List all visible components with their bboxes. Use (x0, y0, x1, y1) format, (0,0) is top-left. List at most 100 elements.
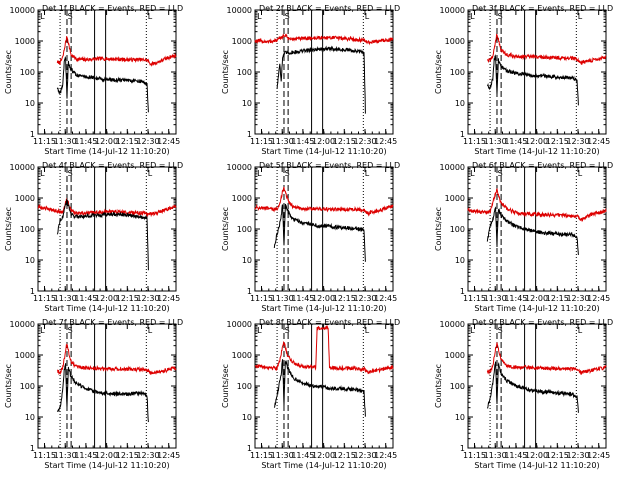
y-tick-label: 1 (247, 444, 252, 453)
x-tick-label: 11:45 (291, 137, 314, 146)
x-tick-label: 12:45 (157, 137, 180, 146)
plot-frame (254, 9, 394, 135)
marker-annotation: L (470, 12, 475, 21)
events-series-line (273, 359, 366, 417)
y-tick-label: 1 (247, 287, 252, 296)
x-tick-label: 12:15 (333, 137, 356, 146)
x-tick-label: 12:15 (116, 137, 139, 146)
y-tick-label: 10000 (227, 320, 252, 329)
x-axis-label: Start Time (14-Jul-12 11:10:20) (261, 147, 386, 156)
x-axis-label: Start Time (14-Jul-12 11:10:20) (44, 147, 169, 156)
marker-annotation: L (148, 326, 153, 335)
x-axis-label: Start Time (14-Jul-12 11:10:20) (474, 147, 599, 156)
x-tick-label: 12:15 (546, 137, 569, 146)
y-tick-label: 10000 (227, 163, 252, 172)
x-tick-label: 11:30 (271, 451, 294, 460)
x-tick-label: 12:45 (157, 451, 180, 460)
x-tick-label: 11:15 (250, 451, 273, 460)
x-axis-label: Start Time (14-Jul-12 11:10:20) (44, 304, 169, 313)
chart-panel: 1 10 100 1000 10000 11:1511:3011:4512:0012:15… (221, 318, 400, 470)
y-tick-label: 1000 (445, 194, 465, 203)
x-tick-label: 12:00 (95, 294, 118, 303)
marker-annotation: L (40, 12, 45, 21)
x-tick-label: 12:15 (116, 294, 139, 303)
chart-panel: 1 10 100 1000 10000 11:1511:3011:4512:0012:15… (434, 4, 613, 156)
marker-annotation: S (498, 326, 503, 335)
x-tick-label: 11:30 (484, 451, 507, 460)
x-tick-label: 12:45 (587, 451, 610, 460)
y-tick-label: 1 (460, 130, 465, 139)
y-axis-label: Counts/sec (221, 50, 230, 94)
marker-annotation: L (578, 326, 583, 335)
x-tick-label: 12:00 (312, 451, 335, 460)
y-tick-label: 10 (242, 99, 252, 108)
x-tick-label: 11:15 (463, 451, 486, 460)
chart-panel: 1 10 100 1000 10000 11:1511:3011:4512:0012:15… (434, 318, 613, 470)
x-tick-label: 12:00 (95, 137, 118, 146)
x-axis-label: Start Time (14-Jul-12 11:10:20) (44, 461, 169, 470)
x-tick-label: 11:45 (74, 137, 97, 146)
x-tick-label: 11:15 (250, 137, 273, 146)
y-axis-label: Counts/sec (221, 364, 230, 408)
x-tick-label: 11:15 (33, 451, 56, 460)
x-tick-label: 12:00 (525, 294, 548, 303)
x-tick-label: 11:15 (250, 294, 273, 303)
chart-panel: 1 10 100 1000 10000 11:1511:3011:4512:0012:15… (221, 4, 400, 156)
marker-annotation: S (68, 326, 73, 335)
x-tick-label: 11:15 (463, 137, 486, 146)
chart-title: Det 6f BLACK = Events, RED = LLD (472, 161, 613, 170)
y-axis-label: Counts/sec (434, 207, 443, 251)
chart-panel: 1 10 100 1000 10000 11:1511:3011:4512:0012:15… (4, 318, 183, 470)
x-tick-label: 11:45 (74, 451, 97, 460)
marker-annotation: S (68, 12, 73, 21)
chart-title: Det 1f BLACK = Events, RED = LLD (42, 4, 183, 13)
x-tick-label: 11:15 (33, 294, 56, 303)
plot-frame (37, 9, 177, 135)
x-tick-label: 12:00 (312, 137, 335, 146)
chart-panel: 1 10 100 1000 10000 11:1511:3011:4512:0012:15… (434, 161, 613, 313)
plot-frame (37, 323, 177, 449)
x-tick-label: 12:30 (353, 294, 376, 303)
plot-frame (467, 323, 607, 449)
y-tick-label: 100 (450, 382, 465, 391)
y-tick-label: 1000 (232, 351, 252, 360)
y-tick-label: 1 (30, 287, 35, 296)
y-tick-label: 100 (20, 382, 35, 391)
marker-annotation: L (257, 12, 262, 21)
lld-series-line (467, 187, 607, 223)
marker-annotation: L (365, 169, 370, 178)
y-tick-label: 1000 (15, 351, 35, 360)
x-tick-label: 12:30 (136, 294, 159, 303)
x-tick-label: 12:30 (566, 294, 589, 303)
y-tick-label: 1 (30, 130, 35, 139)
x-tick-label: 11:30 (54, 294, 77, 303)
y-tick-label: 1000 (445, 37, 465, 46)
chart-title: Det 4f BLACK = Events, RED = LLD (42, 161, 183, 170)
x-tick-label: 11:45 (504, 294, 527, 303)
events-series-line (56, 55, 149, 113)
chart-title: Det 9f BLACK = Events, RED = LLD (472, 318, 613, 327)
x-tick-label: 11:45 (74, 294, 97, 303)
x-tick-label: 12:30 (136, 137, 159, 146)
chart-title: Det 5f BLACK = Events, RED = LLD (259, 161, 400, 170)
y-tick-label: 100 (237, 382, 252, 391)
marker-annotation: L (148, 12, 153, 21)
x-tick-label: 12:30 (353, 451, 376, 460)
events-series-line (276, 45, 366, 114)
y-tick-label: 10000 (10, 163, 35, 172)
x-tick-label: 11:30 (54, 451, 77, 460)
events-series-line (273, 203, 366, 262)
lld-series-line (37, 197, 177, 218)
marker-annotation: L (40, 326, 45, 335)
y-tick-label: 10 (25, 413, 35, 422)
y-tick-label: 100 (20, 225, 35, 234)
plot-frame (467, 166, 607, 292)
marker-annotation: L (578, 12, 583, 21)
y-tick-label: 1000 (445, 351, 465, 360)
y-tick-label: 10 (242, 413, 252, 422)
x-axis-label: Start Time (14-Jul-12 11:10:20) (261, 461, 386, 470)
x-tick-label: 12:45 (587, 294, 610, 303)
plot-frame (254, 166, 394, 292)
y-tick-label: 100 (237, 68, 252, 77)
